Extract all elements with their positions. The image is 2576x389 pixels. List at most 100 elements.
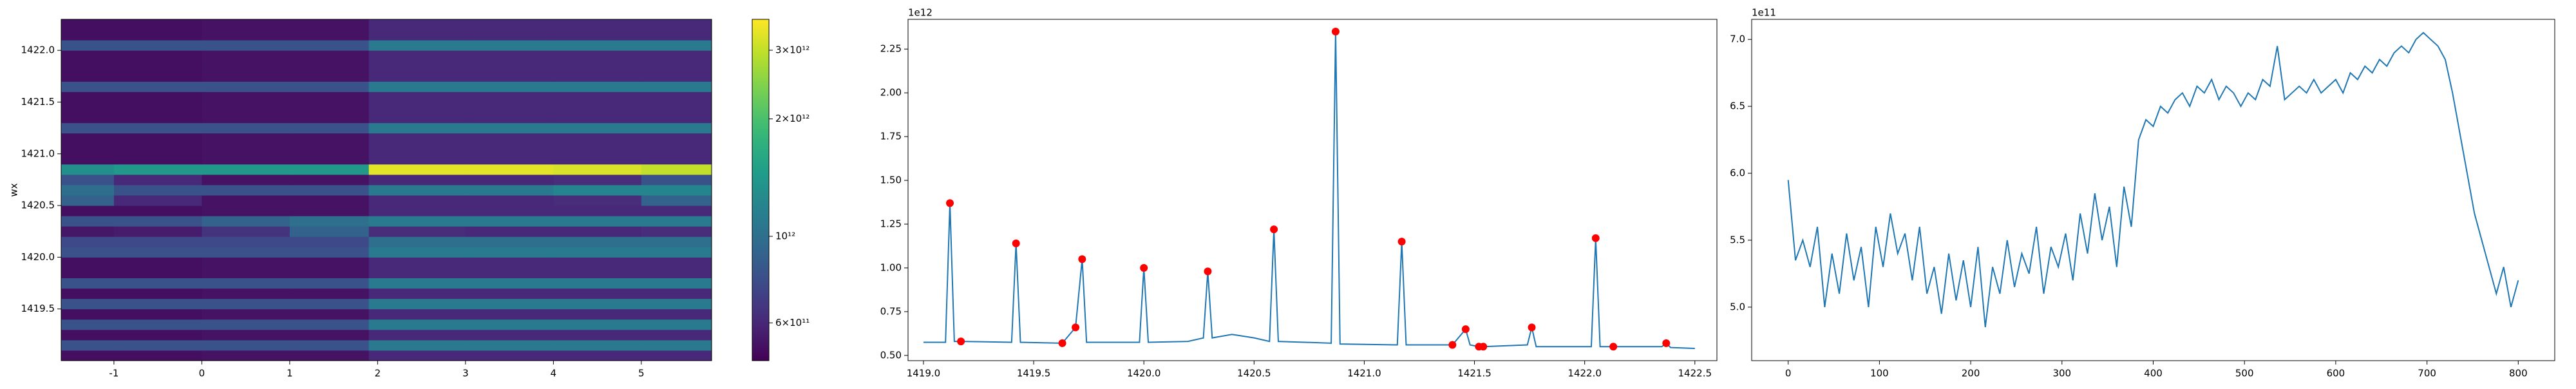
heatmap-cell <box>61 339 115 351</box>
heatmap-cell <box>465 143 554 155</box>
heatmap-cell <box>289 30 370 41</box>
heatmap-cell <box>465 102 554 113</box>
heatmap-cell <box>368 226 466 237</box>
heatmap-cell <box>553 298 642 310</box>
y-tick-label: 2.00 <box>880 87 902 99</box>
heatmap-cell <box>61 122 115 134</box>
data-line <box>1787 32 2519 328</box>
heatmap-cell <box>289 71 370 82</box>
peak-point <box>1448 341 1457 349</box>
heatmap-cell <box>113 143 202 155</box>
heatmap-cell <box>465 112 554 124</box>
heatmap-cell <box>641 40 712 51</box>
heatmap-cell <box>61 236 115 247</box>
heatmap-cell <box>113 339 202 351</box>
heatmap-cell <box>641 71 712 82</box>
heatmap-cell <box>289 133 370 144</box>
heatmap-cell <box>553 112 642 124</box>
heatmap-cell <box>368 122 466 134</box>
heatmap-cell <box>368 329 466 341</box>
heatmap-cell <box>113 319 202 330</box>
heatmap-cell <box>202 339 290 351</box>
heatmap-cell <box>641 298 712 310</box>
heatmap-cell <box>202 91 290 102</box>
heatmap-cell <box>113 112 202 124</box>
heatmap-cell <box>368 288 466 299</box>
heatmap-cell <box>61 226 115 237</box>
heatmap-cell <box>202 102 290 113</box>
y-tick-label: 1422.0 <box>21 44 55 56</box>
heatmap-cell <box>202 81 290 92</box>
heatmap-cell <box>61 195 115 206</box>
heatmap-cell <box>368 153 466 165</box>
heatmap-cell <box>113 226 202 237</box>
heatmap-cell <box>61 350 115 361</box>
heatmap-cell <box>113 102 202 113</box>
heatmap-cell <box>368 247 466 258</box>
heatmap-cell <box>368 195 466 206</box>
y-tick-label: 0.50 <box>880 349 902 361</box>
heatmap-cell <box>289 216 370 227</box>
heatmap-cell <box>465 91 554 102</box>
x-tick-label: 1422.5 <box>1678 368 1712 379</box>
peak-point <box>1591 234 1600 242</box>
heatmap-cell <box>553 350 642 361</box>
heatmap-cell <box>465 236 554 247</box>
y-tick-label: 7.0 <box>1730 33 1745 45</box>
heatmap-cell <box>289 267 370 279</box>
heatmap-cell <box>202 133 290 144</box>
heatmap-cell <box>465 216 554 227</box>
heatmap-cell <box>289 329 370 341</box>
heatmap-cell <box>553 236 642 247</box>
colorbar <box>752 19 770 361</box>
heatmap-cell <box>113 91 202 102</box>
heatmap-cell <box>553 267 642 279</box>
x-tick-label: 3 <box>462 368 469 379</box>
heatmap-cell <box>465 71 554 82</box>
heatmap-cell <box>553 226 642 237</box>
heatmap-cell <box>289 153 370 165</box>
heatmap-cell <box>113 216 202 227</box>
heatmap-cell <box>289 184 370 196</box>
heatmap-cell <box>641 308 712 320</box>
x-tick-label: 1419.0 <box>907 368 941 379</box>
heatmap-cell <box>641 174 712 185</box>
heatmap-cell <box>202 236 290 247</box>
heatmap-cell <box>202 19 290 30</box>
heatmap-cell <box>368 91 466 102</box>
heatmap-cell <box>202 40 290 51</box>
y-tick-label: 1.25 <box>880 218 902 230</box>
heatmap-cell <box>61 319 115 330</box>
peak-point <box>1479 343 1488 351</box>
heatmap-cell <box>202 143 290 155</box>
heatmap-cell <box>368 30 466 41</box>
heatmap-cell <box>289 247 370 258</box>
heatmap-cell <box>465 288 554 299</box>
peak-point <box>1609 343 1618 351</box>
heatmap-cell <box>289 195 370 206</box>
heatmap-cell <box>553 278 642 289</box>
x-tick-label: 5 <box>638 368 645 379</box>
heatmap-cell <box>641 30 712 41</box>
heatmap-cell <box>641 50 712 61</box>
heatmap-cell <box>368 81 466 92</box>
x-tick-label: 300 <box>2052 368 2071 379</box>
heatmap-cell <box>202 195 290 206</box>
peak-point <box>1012 239 1020 247</box>
plot-frame <box>1751 19 2555 361</box>
heatmap-cell <box>113 40 202 51</box>
heatmap-cell <box>465 19 554 30</box>
heatmap-cell <box>289 164 370 175</box>
peak-point <box>946 199 954 207</box>
heatmap-cell <box>202 288 290 299</box>
heatmap-cell <box>641 319 712 330</box>
heatmap-cell <box>465 247 554 258</box>
x-tick-label: 1422.0 <box>1567 368 1602 379</box>
heatmap-cell <box>368 40 466 51</box>
heatmap-cell <box>202 298 290 310</box>
offset-label: 1e12 <box>908 7 933 19</box>
heatmap-cell <box>641 143 712 155</box>
heatmap-cell <box>553 143 642 155</box>
heatmap-cell <box>202 216 290 227</box>
heatmap-cell <box>553 247 642 258</box>
